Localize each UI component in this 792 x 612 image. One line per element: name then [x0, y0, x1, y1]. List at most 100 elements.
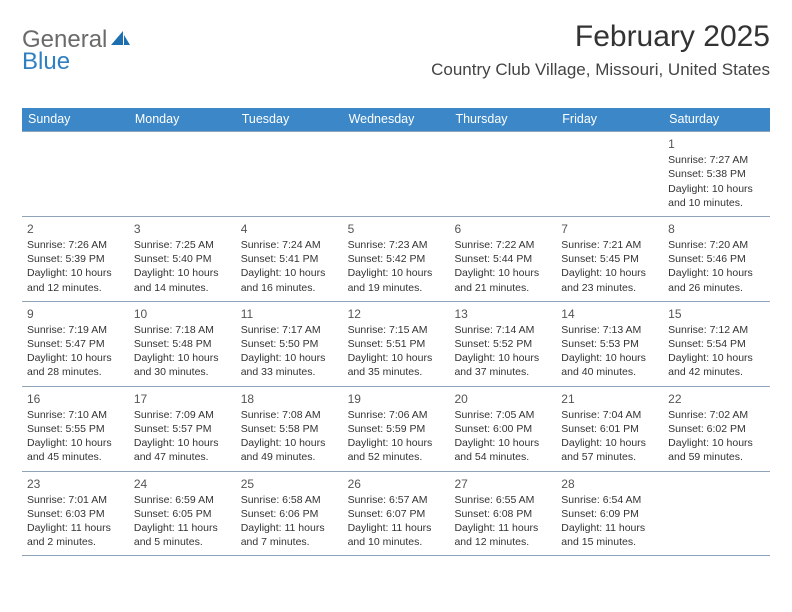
daylight-text: Daylight: 10 hours and 40 minutes.	[561, 351, 658, 379]
day-number: 3	[134, 221, 231, 237]
daylight-text: Daylight: 10 hours and 16 minutes.	[241, 266, 338, 294]
sunrise-text: Sunrise: 7:20 AM	[668, 238, 765, 252]
sunrise-text: Sunrise: 7:25 AM	[134, 238, 231, 252]
day-cell: 1Sunrise: 7:27 AMSunset: 5:38 PMDaylight…	[663, 132, 770, 216]
day-number: 14	[561, 306, 658, 322]
daylight-text: Daylight: 10 hours and 49 minutes.	[241, 436, 338, 464]
sunset-text: Sunset: 5:57 PM	[134, 422, 231, 436]
day-cell	[22, 132, 129, 216]
daylight-text: Daylight: 10 hours and 42 minutes.	[668, 351, 765, 379]
sunset-text: Sunset: 5:41 PM	[241, 252, 338, 266]
sunrise-text: Sunrise: 7:21 AM	[561, 238, 658, 252]
week-row: 16Sunrise: 7:10 AMSunset: 5:55 PMDayligh…	[22, 386, 770, 471]
sunset-text: Sunset: 6:06 PM	[241, 507, 338, 521]
day-header-friday: Friday	[556, 108, 663, 131]
day-number: 26	[348, 476, 445, 492]
day-number: 4	[241, 221, 338, 237]
day-cell: 9Sunrise: 7:19 AMSunset: 5:47 PMDaylight…	[22, 302, 129, 386]
daylight-text: Daylight: 10 hours and 23 minutes.	[561, 266, 658, 294]
daylight-text: Daylight: 11 hours and 10 minutes.	[348, 521, 445, 549]
daylight-text: Daylight: 11 hours and 15 minutes.	[561, 521, 658, 549]
sunset-text: Sunset: 6:02 PM	[668, 422, 765, 436]
day-number: 2	[27, 221, 124, 237]
day-cell: 3Sunrise: 7:25 AMSunset: 5:40 PMDaylight…	[129, 217, 236, 301]
day-number: 18	[241, 391, 338, 407]
sunrise-text: Sunrise: 7:22 AM	[454, 238, 551, 252]
day-cell	[663, 472, 770, 556]
day-cell: 8Sunrise: 7:20 AMSunset: 5:46 PMDaylight…	[663, 217, 770, 301]
sunrise-text: Sunrise: 7:04 AM	[561, 408, 658, 422]
sunrise-text: Sunrise: 7:19 AM	[27, 323, 124, 337]
daylight-text: Daylight: 10 hours and 52 minutes.	[348, 436, 445, 464]
day-header-sunday: Sunday	[22, 108, 129, 131]
sunset-text: Sunset: 6:03 PM	[27, 507, 124, 521]
daylight-text: Daylight: 10 hours and 10 minutes.	[668, 182, 765, 210]
sunset-text: Sunset: 6:00 PM	[454, 422, 551, 436]
day-cell: 7Sunrise: 7:21 AMSunset: 5:45 PMDaylight…	[556, 217, 663, 301]
day-number: 27	[454, 476, 551, 492]
daylight-text: Daylight: 10 hours and 26 minutes.	[668, 266, 765, 294]
sunset-text: Sunset: 6:08 PM	[454, 507, 551, 521]
day-cell: 17Sunrise: 7:09 AMSunset: 5:57 PMDayligh…	[129, 387, 236, 471]
day-cell: 13Sunrise: 7:14 AMSunset: 5:52 PMDayligh…	[449, 302, 556, 386]
daylight-text: Daylight: 10 hours and 28 minutes.	[27, 351, 124, 379]
day-number: 22	[668, 391, 765, 407]
day-number: 21	[561, 391, 658, 407]
sunrise-text: Sunrise: 7:13 AM	[561, 323, 658, 337]
day-number: 1	[668, 136, 765, 152]
daylight-text: Daylight: 10 hours and 59 minutes.	[668, 436, 765, 464]
sunrise-text: Sunrise: 6:59 AM	[134, 493, 231, 507]
day-number: 24	[134, 476, 231, 492]
title-block: February 2025 Country Club Village, Miss…	[431, 20, 770, 80]
day-number: 10	[134, 306, 231, 322]
daylight-text: Daylight: 10 hours and 45 minutes.	[27, 436, 124, 464]
sunset-text: Sunset: 5:58 PM	[241, 422, 338, 436]
daylight-text: Daylight: 10 hours and 12 minutes.	[27, 266, 124, 294]
week-row: 9Sunrise: 7:19 AMSunset: 5:47 PMDaylight…	[22, 301, 770, 386]
day-cell: 19Sunrise: 7:06 AMSunset: 5:59 PMDayligh…	[343, 387, 450, 471]
sunrise-text: Sunrise: 7:27 AM	[668, 153, 765, 167]
daylight-text: Daylight: 11 hours and 12 minutes.	[454, 521, 551, 549]
day-number: 12	[348, 306, 445, 322]
day-number: 11	[241, 306, 338, 322]
sunset-text: Sunset: 5:40 PM	[134, 252, 231, 266]
day-header-thursday: Thursday	[449, 108, 556, 131]
day-number: 6	[454, 221, 551, 237]
daylight-text: Daylight: 10 hours and 30 minutes.	[134, 351, 231, 379]
week-row: 23Sunrise: 7:01 AMSunset: 6:03 PMDayligh…	[22, 471, 770, 556]
sunrise-text: Sunrise: 7:14 AM	[454, 323, 551, 337]
day-cell: 28Sunrise: 6:54 AMSunset: 6:09 PMDayligh…	[556, 472, 663, 556]
sunrise-text: Sunrise: 7:06 AM	[348, 408, 445, 422]
sunrise-text: Sunrise: 7:26 AM	[27, 238, 124, 252]
day-cell: 10Sunrise: 7:18 AMSunset: 5:48 PMDayligh…	[129, 302, 236, 386]
day-cell	[236, 132, 343, 216]
sunset-text: Sunset: 5:53 PM	[561, 337, 658, 351]
sunset-text: Sunset: 6:01 PM	[561, 422, 658, 436]
day-header-tuesday: Tuesday	[236, 108, 343, 131]
day-header-wednesday: Wednesday	[343, 108, 450, 131]
day-cell	[449, 132, 556, 216]
day-cell: 6Sunrise: 7:22 AMSunset: 5:44 PMDaylight…	[449, 217, 556, 301]
week-row: 2Sunrise: 7:26 AMSunset: 5:39 PMDaylight…	[22, 216, 770, 301]
sunset-text: Sunset: 6:05 PM	[134, 507, 231, 521]
calendar: Sunday Monday Tuesday Wednesday Thursday…	[22, 108, 770, 556]
weeks-container: 1Sunrise: 7:27 AMSunset: 5:38 PMDaylight…	[22, 131, 770, 555]
sunset-text: Sunset: 6:09 PM	[561, 507, 658, 521]
sunset-text: Sunset: 5:44 PM	[454, 252, 551, 266]
day-cell: 16Sunrise: 7:10 AMSunset: 5:55 PMDayligh…	[22, 387, 129, 471]
day-cell: 21Sunrise: 7:04 AMSunset: 6:01 PMDayligh…	[556, 387, 663, 471]
day-number: 5	[348, 221, 445, 237]
day-cell: 20Sunrise: 7:05 AMSunset: 6:00 PMDayligh…	[449, 387, 556, 471]
day-cell: 15Sunrise: 7:12 AMSunset: 5:54 PMDayligh…	[663, 302, 770, 386]
day-header-monday: Monday	[129, 108, 236, 131]
daylight-text: Daylight: 10 hours and 14 minutes.	[134, 266, 231, 294]
sunset-text: Sunset: 5:38 PM	[668, 167, 765, 181]
sunrise-text: Sunrise: 7:23 AM	[348, 238, 445, 252]
day-cell: 23Sunrise: 7:01 AMSunset: 6:03 PMDayligh…	[22, 472, 129, 556]
day-number: 8	[668, 221, 765, 237]
day-cell: 18Sunrise: 7:08 AMSunset: 5:58 PMDayligh…	[236, 387, 343, 471]
sunset-text: Sunset: 5:55 PM	[27, 422, 124, 436]
day-number: 19	[348, 391, 445, 407]
day-cell: 25Sunrise: 6:58 AMSunset: 6:06 PMDayligh…	[236, 472, 343, 556]
sunset-text: Sunset: 5:50 PM	[241, 337, 338, 351]
